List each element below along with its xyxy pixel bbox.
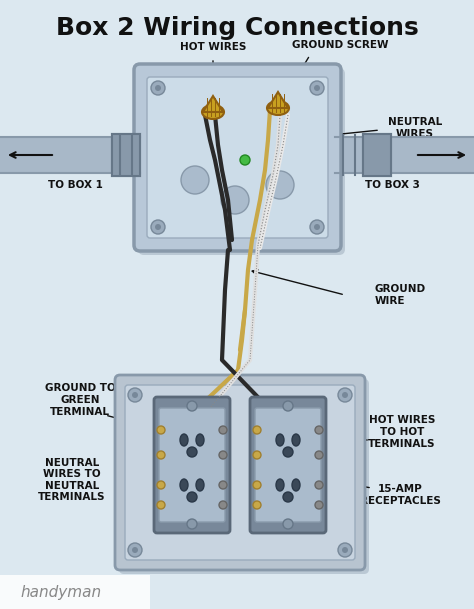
Bar bbox=[112, 134, 140, 176]
Circle shape bbox=[314, 85, 320, 91]
Text: NEUTRAL
WIRES TO
NEUTRAL
TERMINALS: NEUTRAL WIRES TO NEUTRAL TERMINALS bbox=[38, 457, 106, 502]
Circle shape bbox=[219, 501, 227, 509]
Bar bbox=[0, 137, 140, 173]
FancyBboxPatch shape bbox=[154, 397, 230, 533]
Ellipse shape bbox=[202, 105, 224, 119]
Circle shape bbox=[253, 426, 261, 434]
Circle shape bbox=[338, 388, 352, 402]
Circle shape bbox=[253, 451, 261, 459]
Circle shape bbox=[151, 220, 165, 234]
Circle shape bbox=[219, 426, 227, 434]
Circle shape bbox=[283, 519, 293, 529]
Circle shape bbox=[151, 81, 165, 95]
Text: TO BOX 3: TO BOX 3 bbox=[365, 180, 419, 190]
FancyBboxPatch shape bbox=[147, 77, 328, 238]
Circle shape bbox=[157, 481, 165, 489]
Circle shape bbox=[283, 447, 293, 457]
Circle shape bbox=[221, 186, 249, 214]
Circle shape bbox=[187, 519, 197, 529]
Circle shape bbox=[342, 547, 348, 553]
FancyBboxPatch shape bbox=[138, 68, 345, 255]
Text: 15-AMP
RECEPTACLES: 15-AMP RECEPTACLES bbox=[360, 484, 440, 506]
Circle shape bbox=[310, 81, 324, 95]
Text: NEUTRAL
WIRES: NEUTRAL WIRES bbox=[388, 117, 442, 139]
FancyBboxPatch shape bbox=[125, 385, 355, 560]
Text: GROUND SCREW: GROUND SCREW bbox=[292, 40, 388, 50]
Ellipse shape bbox=[267, 101, 289, 115]
Circle shape bbox=[219, 481, 227, 489]
Circle shape bbox=[314, 224, 320, 230]
Text: HOT WIRES
TO HOT
TERMINALS: HOT WIRES TO HOT TERMINALS bbox=[368, 415, 436, 449]
Circle shape bbox=[338, 543, 352, 557]
Text: HOT WIRES: HOT WIRES bbox=[180, 42, 246, 52]
Circle shape bbox=[219, 451, 227, 459]
Bar bbox=[112, 134, 140, 176]
Circle shape bbox=[342, 392, 348, 398]
FancyBboxPatch shape bbox=[250, 397, 326, 533]
Circle shape bbox=[283, 401, 293, 411]
Bar bbox=[363, 134, 391, 176]
Circle shape bbox=[187, 492, 197, 502]
Circle shape bbox=[128, 543, 142, 557]
Text: GROUND TO
GREEN
TERMINAL: GROUND TO GREEN TERMINAL bbox=[45, 384, 115, 417]
Ellipse shape bbox=[292, 434, 300, 446]
Circle shape bbox=[315, 501, 323, 509]
Circle shape bbox=[240, 155, 250, 165]
Ellipse shape bbox=[180, 434, 188, 446]
Text: TO BOX 1: TO BOX 1 bbox=[47, 180, 102, 190]
Circle shape bbox=[315, 481, 323, 489]
Circle shape bbox=[253, 481, 261, 489]
FancyBboxPatch shape bbox=[255, 408, 321, 522]
Text: handyman: handyman bbox=[20, 585, 101, 599]
FancyBboxPatch shape bbox=[115, 375, 365, 570]
Circle shape bbox=[155, 224, 161, 230]
Circle shape bbox=[187, 447, 197, 457]
FancyBboxPatch shape bbox=[119, 379, 369, 574]
Circle shape bbox=[157, 451, 165, 459]
FancyBboxPatch shape bbox=[134, 64, 341, 251]
Circle shape bbox=[128, 388, 142, 402]
Ellipse shape bbox=[276, 434, 284, 446]
Text: GROUND
WIRE: GROUND WIRE bbox=[375, 284, 426, 306]
Circle shape bbox=[310, 220, 324, 234]
Ellipse shape bbox=[292, 479, 300, 491]
Circle shape bbox=[155, 85, 161, 91]
Ellipse shape bbox=[196, 479, 204, 491]
FancyBboxPatch shape bbox=[159, 408, 225, 522]
Circle shape bbox=[253, 501, 261, 509]
Ellipse shape bbox=[276, 479, 284, 491]
Circle shape bbox=[187, 401, 197, 411]
Circle shape bbox=[132, 547, 138, 553]
Ellipse shape bbox=[180, 479, 188, 491]
Circle shape bbox=[283, 492, 293, 502]
Circle shape bbox=[132, 392, 138, 398]
Polygon shape bbox=[268, 92, 288, 108]
Ellipse shape bbox=[196, 434, 204, 446]
Circle shape bbox=[157, 426, 165, 434]
Bar bbox=[335, 137, 474, 173]
Bar bbox=[363, 134, 391, 176]
Bar bbox=[0, 575, 150, 609]
Circle shape bbox=[266, 171, 294, 199]
Circle shape bbox=[157, 501, 165, 509]
Circle shape bbox=[181, 166, 209, 194]
Circle shape bbox=[315, 451, 323, 459]
Polygon shape bbox=[203, 96, 223, 112]
Circle shape bbox=[315, 426, 323, 434]
Text: Box 2 Wiring Connections: Box 2 Wiring Connections bbox=[55, 16, 419, 40]
